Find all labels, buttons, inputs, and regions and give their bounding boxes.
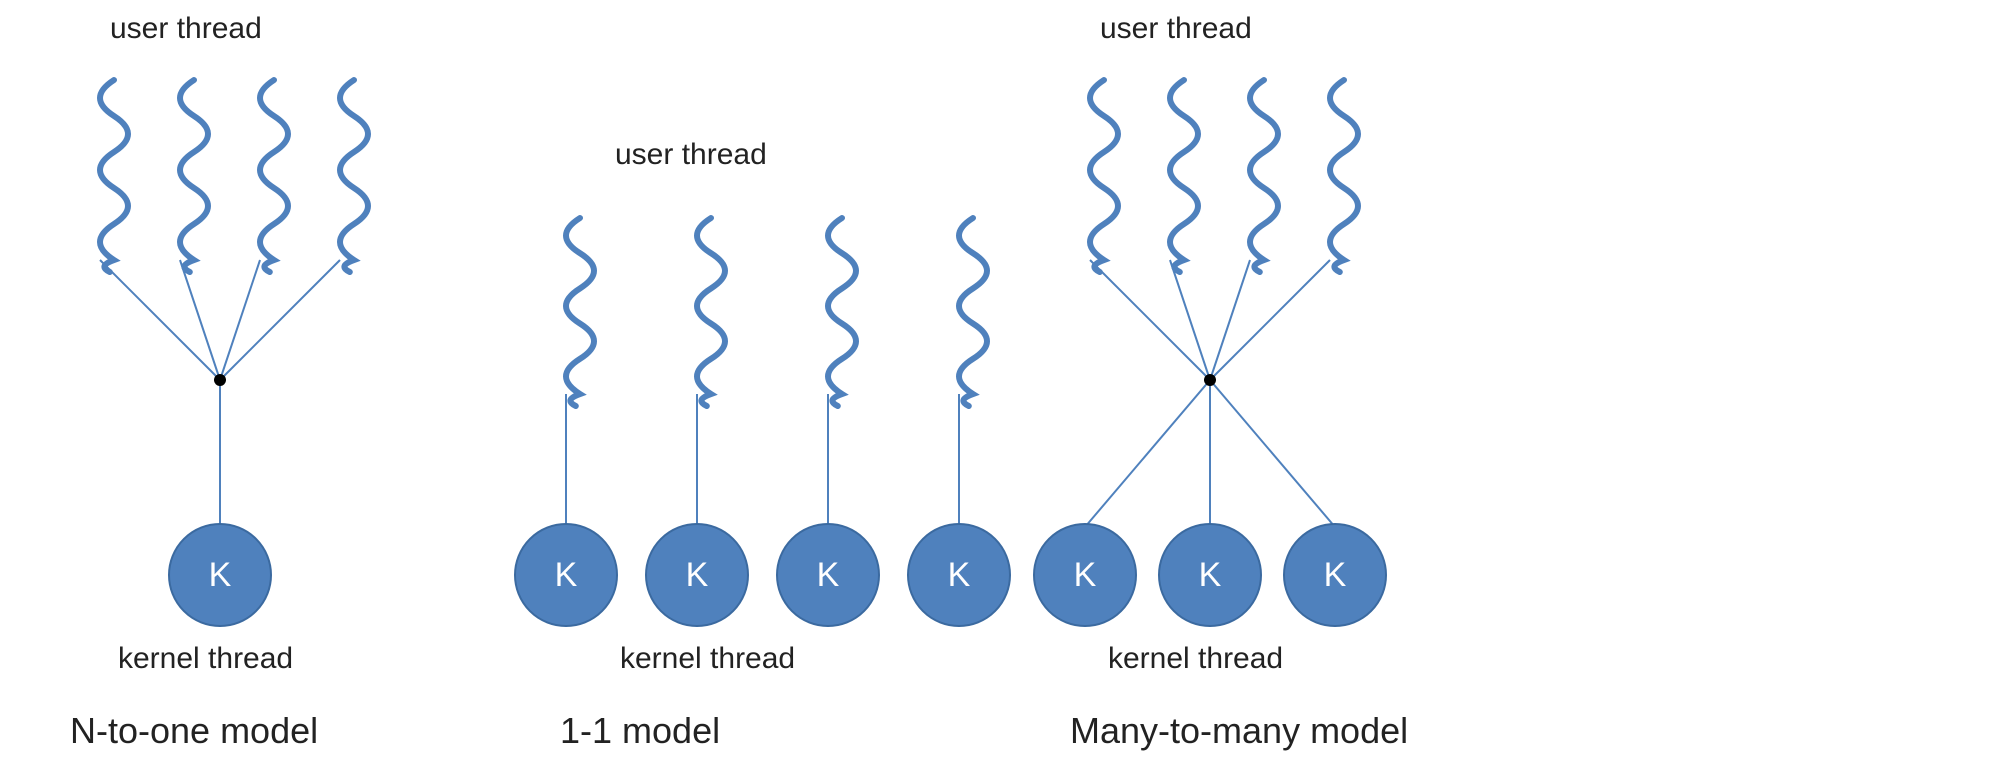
kernel-node-label: K	[686, 556, 709, 594]
kernel-node-label: K	[817, 556, 840, 594]
kernel-node-label: K	[209, 556, 232, 594]
user-thread-squiggle	[340, 80, 368, 272]
user-thread-squiggle	[1250, 80, 1278, 272]
user-thread-squiggle	[828, 218, 856, 406]
kernel-thread-label-mm: kernel thread	[1108, 642, 1283, 676]
user-thread-squiggle	[697, 218, 725, 406]
connector-line	[180, 260, 220, 380]
junction-dot	[1204, 374, 1216, 386]
user-thread-squiggle	[180, 80, 208, 272]
user-thread-squiggle	[1090, 80, 1118, 272]
model-title-1-1: 1-1 model	[560, 710, 720, 752]
kernel-node-label: K	[1324, 556, 1347, 594]
connector-line	[1210, 380, 1335, 527]
user-thread-label-11: user thread	[615, 138, 767, 172]
connector-line	[220, 260, 340, 380]
kernel-thread-label-11: kernel thread	[620, 642, 795, 676]
user-thread-squiggle	[1170, 80, 1198, 272]
connector-line	[1090, 260, 1210, 380]
junction-dot	[214, 374, 226, 386]
user-thread-label-mm: user thread	[1100, 12, 1252, 46]
user-thread-label-n1: user thread	[110, 12, 262, 46]
model-title-many-to-many: Many-to-many model	[1070, 710, 1408, 752]
user-thread-squiggle	[1330, 80, 1358, 272]
connector-line	[1085, 380, 1210, 527]
user-thread-squiggle	[959, 218, 987, 406]
connector-line	[1210, 260, 1330, 380]
connector-line	[220, 260, 260, 380]
diagram-stage: KKKKKKKK	[0, 0, 2000, 782]
connector-line	[1170, 260, 1210, 380]
user-thread-squiggle	[566, 218, 594, 406]
kernel-node-label: K	[555, 556, 578, 594]
user-thread-squiggle	[100, 80, 128, 272]
connector-line	[100, 260, 220, 380]
kernel-node-label: K	[948, 556, 971, 594]
kernel-node-label: K	[1074, 556, 1097, 594]
kernel-node-label: K	[1199, 556, 1222, 594]
kernel-thread-label-n1: kernel thread	[118, 642, 293, 676]
connector-line	[1210, 260, 1250, 380]
user-thread-squiggle	[260, 80, 288, 272]
model-title-n-to-one: N-to-one model	[70, 710, 318, 752]
